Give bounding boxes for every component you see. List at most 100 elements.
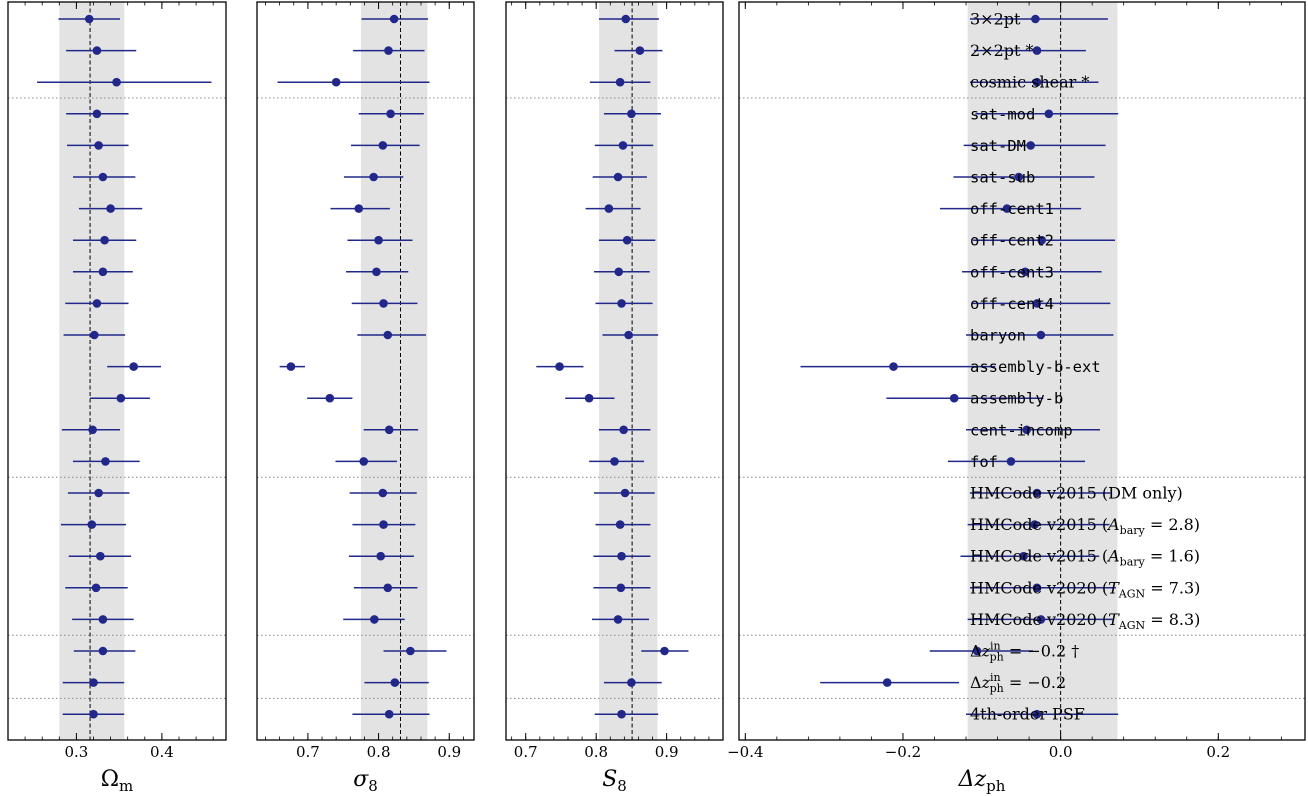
tick-label: 0.4 — [150, 743, 174, 761]
data-point — [1014, 172, 1024, 182]
data-point — [619, 425, 628, 435]
data-point — [627, 109, 636, 119]
data-point — [386, 109, 395, 119]
data-point — [91, 583, 101, 593]
data-point — [584, 393, 594, 403]
data-point — [379, 299, 388, 308]
row-label: 2×2pt * — [970, 41, 1034, 60]
data-point — [627, 678, 636, 687]
row-label: 4th-order PSF — [970, 705, 1085, 724]
data-point — [88, 425, 97, 435]
data-point — [1031, 14, 1040, 24]
row-label: sat-DM — [970, 137, 1026, 155]
tick-label: 0.8 — [584, 743, 608, 761]
tick-label: −0.2 — [885, 743, 921, 761]
row-label: fof — [970, 453, 998, 471]
row-label: HMCode v2015 (DM only) — [970, 484, 1183, 503]
row-label: off-cent2 — [970, 232, 1054, 250]
data-point — [621, 14, 631, 24]
data-point — [87, 520, 97, 529]
data-point — [615, 520, 625, 529]
data-point — [378, 141, 388, 150]
panel-3: 0.7 0.8 0.9 S8 — [505, 1, 724, 795]
panels-group: 0.3 0.4 Ωm 0.7 0.8 0.9 σ8 0.7 0.8 0.9 S8 −0.4 −0.2 0.… — [7, 1, 1306, 795]
data-point — [1032, 46, 1042, 55]
data-point — [92, 109, 102, 119]
data-point — [359, 457, 369, 466]
data-point — [92, 46, 102, 55]
data-point — [620, 488, 630, 498]
data-point — [89, 709, 98, 719]
data-point — [617, 709, 626, 719]
tick-label: 0.9 — [655, 743, 679, 761]
panel-4: −0.4 −0.2 0.0 0.2 Δzph — [727, 1, 1306, 795]
row-label: baryon — [970, 327, 1026, 345]
data-point — [617, 551, 626, 561]
data-point — [555, 362, 564, 371]
data-point — [614, 267, 624, 277]
data-point — [98, 172, 108, 182]
data-point — [325, 393, 335, 403]
panel-frame — [7, 1, 227, 741]
data-point — [383, 330, 393, 340]
data-point — [406, 646, 415, 656]
data-point — [372, 267, 381, 277]
data-point — [331, 77, 341, 87]
data-point — [618, 141, 628, 150]
row-label: off-cent1 — [970, 200, 1054, 218]
data-point — [889, 362, 898, 371]
row-label: assembly-b-ext — [970, 358, 1101, 376]
data-point — [1037, 235, 1047, 245]
data-point — [369, 172, 378, 182]
axis-label: Ωm — [101, 767, 133, 795]
data-point — [616, 583, 626, 593]
data-point — [98, 267, 108, 277]
row-label: cosmic shear * — [970, 73, 1089, 92]
panel-frame — [256, 1, 475, 741]
data-point — [1036, 615, 1046, 624]
data-point — [96, 551, 105, 561]
row-label: sat-mod — [970, 105, 1035, 123]
row-label: Δzin ph = −0.2 — [970, 671, 1066, 695]
data-point — [389, 14, 399, 24]
row-label: assembly-b — [970, 390, 1063, 408]
data-point — [1036, 330, 1046, 340]
row-label: HMCode v2020 (TAGN = 8.3) — [970, 610, 1200, 632]
panel-frame — [738, 1, 1306, 741]
axis-label: Δzph — [958, 767, 1006, 795]
confidence-band — [59, 2, 125, 740]
data-point — [635, 46, 645, 55]
data-point — [378, 488, 388, 498]
data-point — [374, 235, 383, 245]
data-point — [1032, 77, 1042, 87]
tick-label: 0.8 — [367, 743, 391, 761]
data-point — [112, 77, 121, 87]
data-point — [615, 77, 625, 87]
data-point — [1002, 204, 1012, 213]
row-label: HMCode v2020 (TAGN = 7.3) — [970, 578, 1200, 600]
panel-1: 0.3 0.4 Ωm — [7, 1, 227, 795]
row-labels-group: 3×2pt 2×2pt * cosmic shear * sat-mod sat-DM s… — [970, 10, 1200, 724]
data-point — [1019, 551, 1028, 561]
data-point — [660, 646, 669, 656]
data-point — [90, 330, 99, 340]
tick-label: 0.2 — [1206, 743, 1230, 761]
data-point — [376, 551, 385, 561]
axis-label: σ8 — [353, 767, 378, 795]
data-point — [84, 14, 94, 24]
data-point — [882, 678, 892, 687]
data-point — [98, 615, 108, 624]
panel-2: 0.7 0.8 0.9 σ8 — [256, 1, 475, 795]
data-point — [624, 330, 633, 340]
data-point — [622, 235, 632, 245]
data-point — [1032, 299, 1042, 308]
data-point — [354, 204, 364, 213]
row-label: off-cent3 — [970, 263, 1054, 281]
data-point — [613, 615, 623, 624]
row-label: off-cent4 — [970, 295, 1054, 313]
data-point — [1026, 141, 1035, 150]
row-label: HMCode v2015 (Abary = 2.8) — [970, 515, 1200, 537]
data-point — [390, 678, 400, 687]
data-point — [129, 362, 138, 371]
